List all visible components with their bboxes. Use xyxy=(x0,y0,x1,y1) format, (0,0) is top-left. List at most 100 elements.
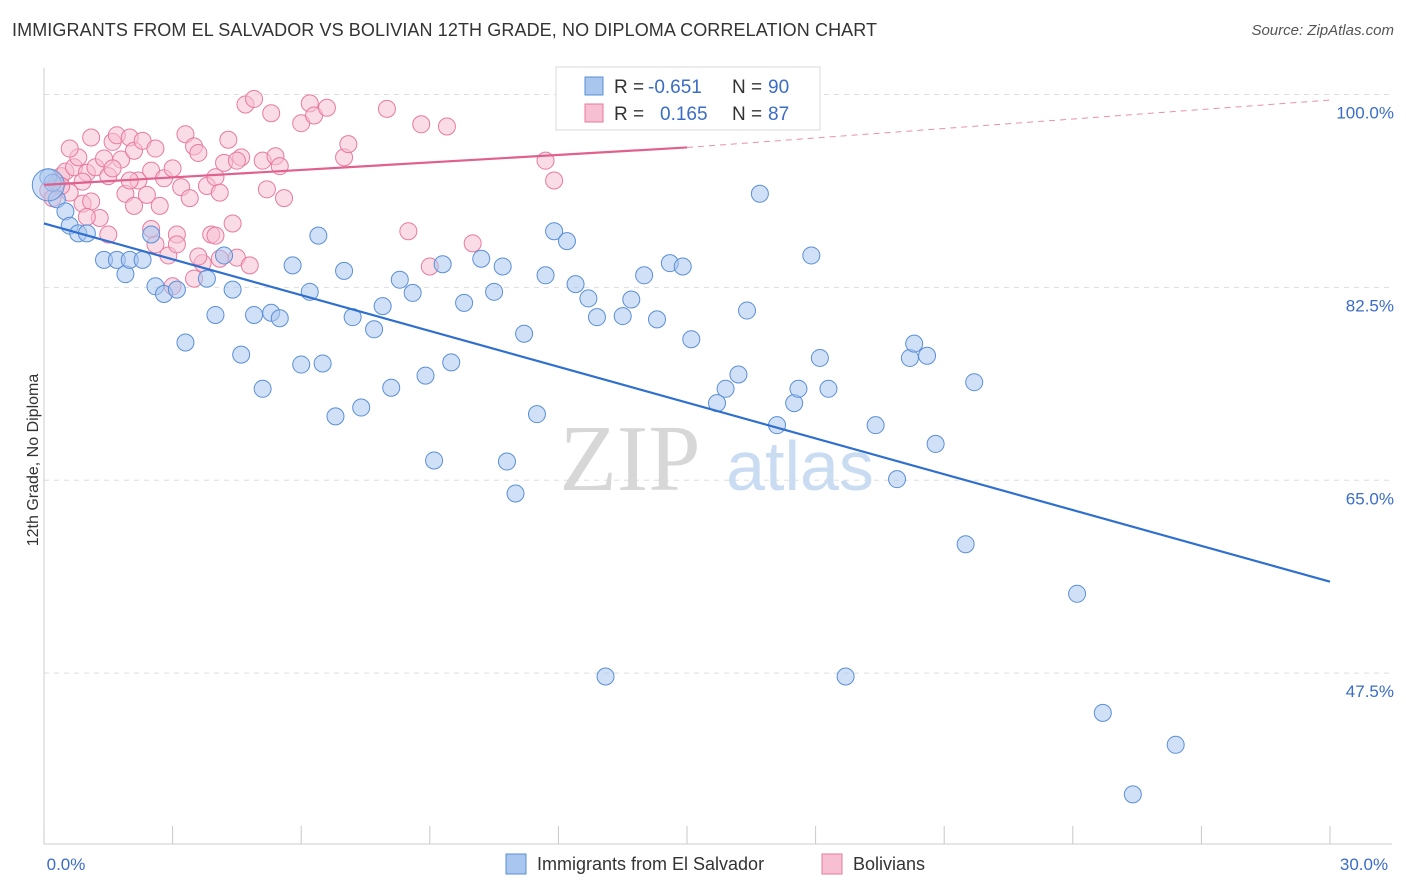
el-salvador-point xyxy=(253,379,272,398)
legend-n-label-1: N = xyxy=(732,77,762,98)
bolivians-point xyxy=(437,117,456,136)
el-salvador-point xyxy=(472,249,491,268)
bolivians-point xyxy=(275,189,294,208)
bolivians-trend-line-extension xyxy=(686,99,1331,148)
source-label: Source: ZipAtlas.com xyxy=(1251,22,1394,39)
el-salvador-point xyxy=(197,269,216,288)
top-legend: R = -0.651 N = 90 R = 0.165 N = 87 xyxy=(555,66,821,131)
el-salvador-point xyxy=(810,348,829,367)
el-salvador-point xyxy=(292,355,311,374)
el-salvador-point xyxy=(335,261,354,280)
el-salvador-point xyxy=(587,308,606,327)
el-salvador-point xyxy=(506,484,525,503)
el-salvador-point xyxy=(133,250,152,269)
el-salvador-point xyxy=(905,334,924,353)
x-tick-label-1: 30.0% xyxy=(1340,855,1388,874)
el-salvador-point xyxy=(493,257,512,276)
bolivians-trend-line xyxy=(43,146,688,187)
el-salvador-point xyxy=(382,378,401,397)
bolivians-point xyxy=(219,130,238,149)
bolivians-point xyxy=(245,89,264,108)
el-salvador-point xyxy=(836,667,855,686)
el-salvador-point xyxy=(455,293,474,312)
el-salvador-point xyxy=(918,346,937,365)
bolivians-point xyxy=(317,98,336,117)
watermark-atlas: atlas xyxy=(726,427,874,505)
bolivians-point xyxy=(125,196,144,215)
bolivians-point xyxy=(377,99,396,118)
el-salvador-point xyxy=(527,405,546,424)
el-salvador-point xyxy=(1166,735,1185,754)
el-salvador-point xyxy=(647,310,666,329)
watermark-zip: ZIP xyxy=(560,407,701,511)
legend-n-label-2: N = xyxy=(732,104,762,125)
bolivians-point xyxy=(262,104,281,123)
el-salvador-point xyxy=(956,535,975,554)
bolivians-point xyxy=(167,235,186,254)
bolivians-point xyxy=(206,226,225,245)
bolivians-point xyxy=(240,256,259,275)
watermark: ZIP atlas xyxy=(560,407,874,511)
bolivians-point xyxy=(163,159,182,178)
legend-swatch-blue xyxy=(584,76,604,96)
el-salvador-point xyxy=(442,353,461,372)
el-salvador-point xyxy=(515,324,534,343)
legend-n-value-1: 90 xyxy=(768,77,789,98)
el-salvador-point xyxy=(270,309,289,328)
legend-r-label-1: R = xyxy=(614,77,644,98)
el-salvador-point xyxy=(403,283,422,302)
bolivians-point xyxy=(463,234,482,253)
bolivians-points xyxy=(39,89,564,296)
el-salvador-point xyxy=(566,275,585,294)
legend-n-value-2: 87 xyxy=(768,104,789,125)
bottom-legend-label-2: Bolivians xyxy=(853,854,925,874)
y-tick-label-3: 47.5% xyxy=(1346,682,1394,701)
bolivians-point xyxy=(99,225,118,244)
y-axis-label: 12th Grade, No Diploma xyxy=(25,374,42,547)
el-salvador-point xyxy=(206,305,225,324)
legend-swatch-pink xyxy=(584,103,604,123)
el-salvador-point xyxy=(802,246,821,265)
bolivians-point xyxy=(103,159,122,178)
bolivians-point xyxy=(545,171,564,190)
el-salvador-points xyxy=(31,168,1185,804)
bottom-legend-label-1: Immigrants from El Salvador xyxy=(537,854,764,874)
el-salvador-point xyxy=(682,330,701,349)
el-salvador-point xyxy=(635,266,654,285)
el-salvador-point xyxy=(622,290,641,309)
chart-title: IMMIGRANTS FROM EL SALVADOR VS BOLIVIAN … xyxy=(12,20,878,40)
el-salvador-point xyxy=(373,297,392,316)
tick-labels: 100.0% 82.5% 65.0% 47.5% 0.0% 30.0% xyxy=(47,104,1394,874)
y-tick-label-2: 65.0% xyxy=(1346,489,1394,508)
el-salvador-point xyxy=(596,667,615,686)
bolivians-point xyxy=(82,128,101,147)
legend-r-label-2: R = xyxy=(614,104,644,125)
bolivians-point xyxy=(257,180,276,199)
el-salvador-point xyxy=(673,257,692,276)
el-salvador-point xyxy=(545,222,564,241)
el-salvador-point xyxy=(750,184,769,203)
el-salvador-point xyxy=(352,398,371,417)
el-salvador-point xyxy=(789,379,808,398)
el-salvador-point xyxy=(866,416,885,435)
bolivians-point xyxy=(82,192,101,211)
bolivians-point xyxy=(227,151,246,170)
el-salvador-point xyxy=(390,270,409,289)
legend-r-value-2: 0.165 xyxy=(660,104,708,125)
el-salvador-point xyxy=(313,354,332,373)
el-salvador-point xyxy=(557,232,576,251)
legend-r-value-1: -0.651 xyxy=(648,77,702,98)
el-salvador-point xyxy=(433,255,452,274)
el-salvador-point xyxy=(223,280,242,299)
el-salvador-point xyxy=(245,305,264,324)
y-tick-label-0: 100.0% xyxy=(1336,104,1394,123)
el-salvador-point xyxy=(716,379,735,398)
bolivians-point xyxy=(180,189,199,208)
bottom-legend-swatch-pink xyxy=(821,853,843,875)
el-salvador-point xyxy=(416,366,435,385)
bolivians-point xyxy=(189,247,208,266)
el-salvador-point xyxy=(613,307,632,326)
bolivians-point xyxy=(399,222,418,241)
x-tick-label-0: 0.0% xyxy=(47,855,86,874)
